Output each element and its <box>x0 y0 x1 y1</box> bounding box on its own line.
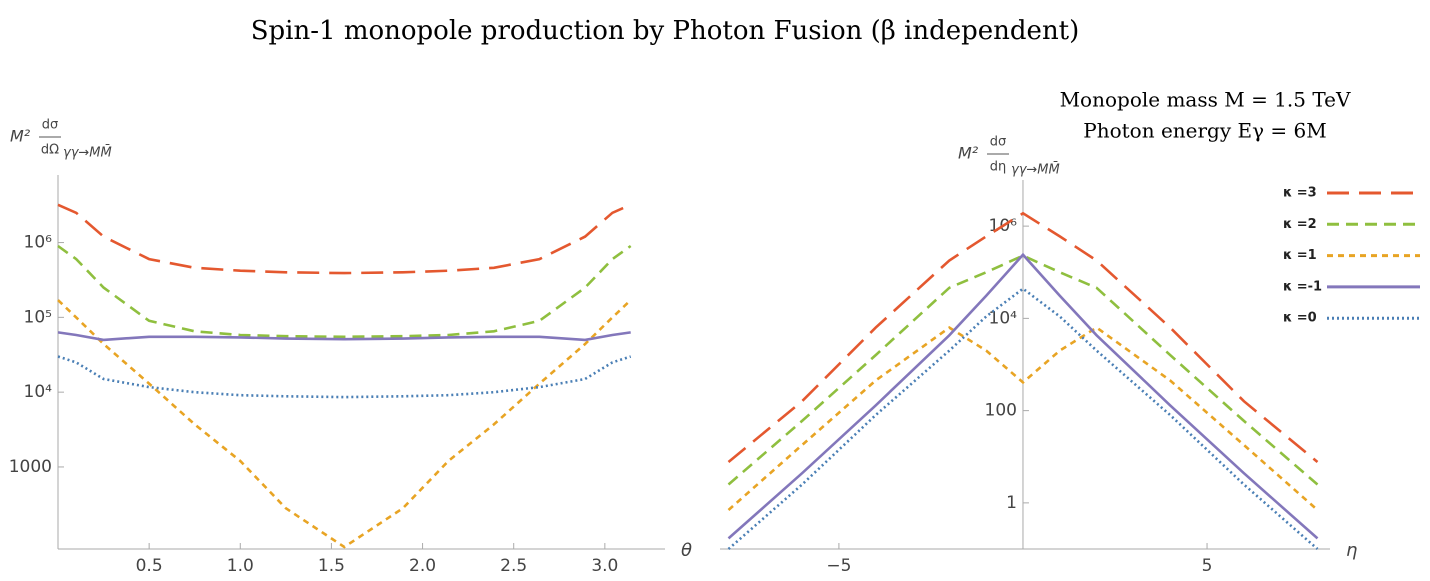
y-tick-label: 10⁵ <box>24 307 52 327</box>
series-line <box>727 287 1319 550</box>
y-axis-label: dσ <box>42 118 59 133</box>
page-title: Spin-1 monopole production by Photon Fus… <box>251 16 1080 46</box>
x-tick-label: 3.0 <box>591 556 618 576</box>
series-line <box>57 355 632 399</box>
legend-label: κ =1 <box>1283 248 1317 263</box>
legend-label: κ =2 <box>1283 217 1317 232</box>
legend-label: κ =-1 <box>1283 279 1322 294</box>
series-line <box>727 252 1319 540</box>
y-tick-label: 10⁴ <box>989 308 1018 328</box>
y-tick-label: 1 <box>1006 493 1017 513</box>
x-axis-label: θ <box>681 540 692 561</box>
series-line <box>727 254 1319 486</box>
annotation: Monopole mass M = 1.5 TeV <box>1060 88 1351 112</box>
x-axis-label: η <box>1346 540 1357 561</box>
x-tick-label: 2.5 <box>500 556 527 576</box>
x-tick-label: 1.0 <box>227 556 254 576</box>
x-tick-label: −5 <box>826 556 851 576</box>
y-axis-label: dη <box>990 160 1007 175</box>
y-tick-label: 100 <box>985 401 1017 421</box>
y-tick-label: 1000 <box>9 457 52 477</box>
annotation: Photon energy Eγ = 6M <box>1083 119 1327 143</box>
y-axis-label: γγ→MM̄ <box>1011 162 1060 177</box>
series-line <box>727 326 1319 511</box>
y-axis-label: dΩ <box>41 143 59 158</box>
y-axis-label: M² <box>958 144 979 163</box>
x-tick-label: 0.5 <box>136 556 163 576</box>
y-axis-label: γγ→MM̄ <box>63 145 112 160</box>
y-axis-label: dσ <box>990 135 1007 150</box>
y-tick-label: 10⁶ <box>24 233 53 253</box>
legend-label: κ =3 <box>1283 186 1317 201</box>
series-line <box>57 299 632 549</box>
series-line <box>57 244 632 339</box>
y-tick-label: 10⁴ <box>24 382 53 402</box>
legend-label: κ =0 <box>1283 311 1317 326</box>
x-tick-label: 1.5 <box>318 556 345 576</box>
x-tick-label: 5 <box>1202 556 1213 576</box>
y-axis-label: M² <box>10 127 31 146</box>
series-line <box>57 331 631 342</box>
series-line <box>727 211 1319 464</box>
series-line <box>57 203 632 275</box>
x-tick-label: 2.0 <box>409 556 436 576</box>
